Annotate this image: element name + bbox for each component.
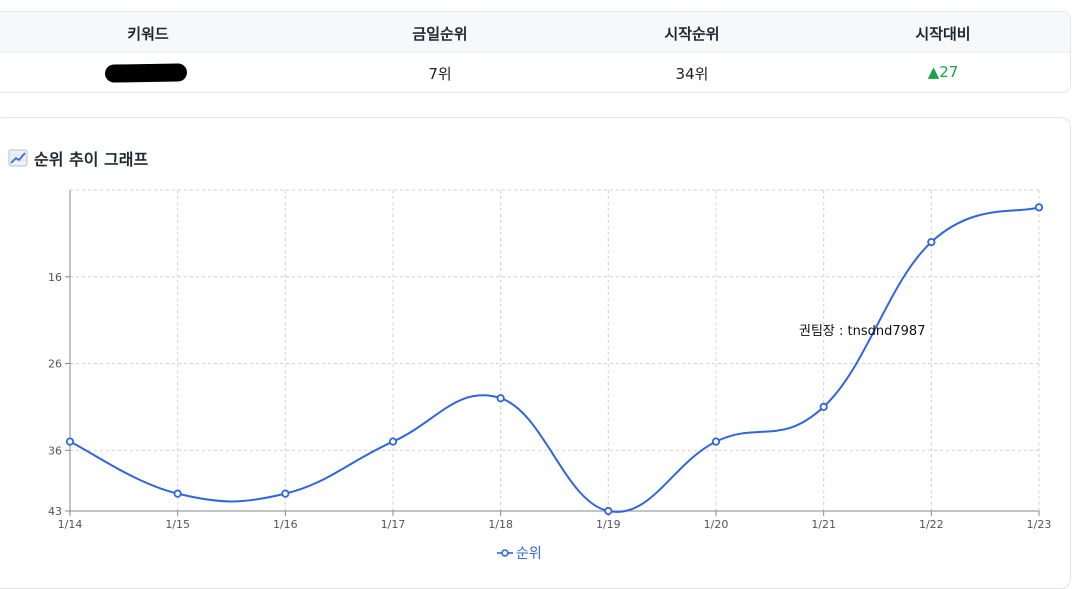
table-header (0, 12, 1070, 53)
chart-increasing-icon (8, 149, 28, 167)
data-point (711, 437, 721, 446)
x-tick-label: 1/22 (919, 518, 944, 531)
data-point (496, 394, 505, 403)
y-tick-label: 26 (48, 358, 62, 371)
series-line (69, 206, 1040, 513)
x-tick-label: 1/19 (596, 518, 621, 531)
x-tick-label: 1/14 (58, 518, 83, 531)
data-point (1034, 203, 1044, 212)
x-tick-label: 1/21 (811, 518, 836, 531)
header-change: 시작대비 (915, 25, 971, 43)
rank-table: 키워드 금일순위 시작순위 시작대비 7위 34위 ▲27 (0, 11, 1071, 93)
header-start-rank: 시작순위 (664, 25, 720, 43)
x-tick-label: 1/18 (488, 518, 513, 531)
chart-axes (65, 190, 1040, 516)
watermark-text: 권팀장 : tnsdnd7987 (799, 324, 925, 339)
start-rank-value: 34위 (675, 65, 709, 83)
x-tick-label: 1/16 (273, 518, 298, 531)
rank-line-chart: 16 26 36 431/14 1/15 1/16 1/17 1/18 1/19 1/20 1/21… (48, 189, 1051, 531)
x-tick-label: 1/17 (381, 518, 406, 531)
x-tick-label: 1/20 (704, 518, 729, 531)
y-tick-label: 16 (48, 271, 62, 284)
today-rank-value: 7위 (428, 65, 452, 83)
change-value: ▲27 (927, 63, 959, 81)
chart-grid (70, 189, 1040, 511)
x-tick-label: 1/15 (165, 518, 190, 531)
data-point (173, 489, 182, 498)
chart-title-text: 순위 추이 그래프 (34, 150, 149, 169)
legend-series-name: 순위 (516, 546, 542, 562)
y-tick-label: 36 (48, 444, 62, 457)
data-point (65, 437, 75, 446)
legend-line-marker-icon (497, 549, 513, 557)
y-tick-label: 43 (48, 505, 62, 518)
data-point (388, 437, 398, 446)
chart-tick-labels: 16 26 36 431/14 1/15 1/16 1/17 1/18 1/19 1/20 1/21… (48, 271, 1051, 531)
chart-legend[interactable]: 순위 (497, 543, 542, 563)
data-point (819, 402, 828, 411)
data-point (927, 237, 936, 247)
chart-title: 순위 추이 그래프 (8, 146, 148, 170)
rank-series (65, 203, 1044, 516)
header-today-rank: 금일순위 (412, 25, 468, 43)
header-keyword: 키워드 (127, 25, 169, 43)
x-tick-label: 1/23 (1027, 518, 1052, 531)
data-point (604, 506, 613, 516)
data-point (281, 489, 290, 498)
